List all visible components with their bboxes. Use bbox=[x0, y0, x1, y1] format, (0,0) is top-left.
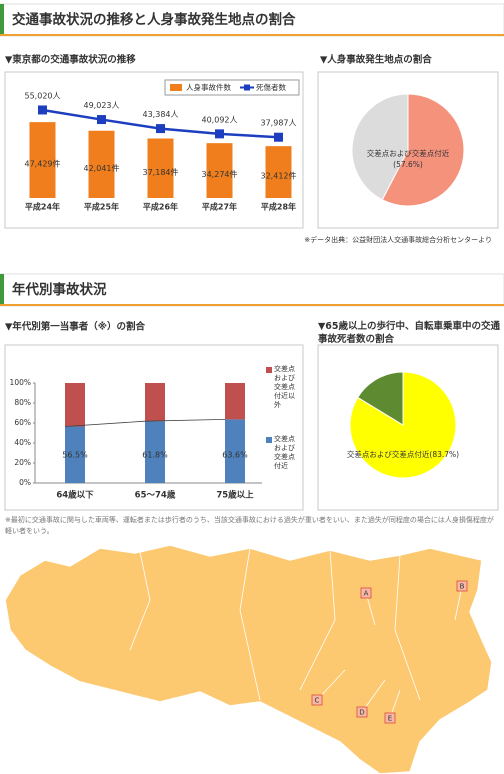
bar-segment bbox=[65, 383, 85, 427]
line-marker bbox=[38, 105, 47, 115]
map-marker bbox=[356, 706, 368, 718]
value-label: 37,184件 bbox=[143, 167, 179, 177]
value-label: 47,429件 bbox=[25, 159, 61, 169]
bar bbox=[88, 130, 115, 198]
y-tick-label: 80% bbox=[14, 398, 31, 407]
value-label: (57.6%) bbox=[393, 160, 423, 169]
source-note: ※データ出典：公益財団法人交通事故総合分析センターより bbox=[304, 235, 492, 244]
bar-segment bbox=[225, 419, 245, 483]
header-underline bbox=[0, 34, 504, 36]
bar bbox=[265, 146, 292, 198]
value-label: 32,412件 bbox=[261, 171, 297, 181]
marker-label: C bbox=[315, 697, 320, 705]
legend-swatch bbox=[266, 367, 272, 373]
marker-label: D bbox=[359, 709, 364, 717]
map-marker bbox=[384, 712, 396, 724]
legend-box bbox=[164, 79, 300, 96]
x-tick-label: 75歳以上 bbox=[216, 490, 254, 501]
line-marker bbox=[156, 124, 165, 134]
bar bbox=[206, 143, 233, 198]
section-title: 年代別事故状況 bbox=[12, 281, 107, 298]
y-tick-label: 60% bbox=[14, 418, 31, 427]
bar-segment bbox=[225, 383, 245, 420]
x-tick-label: 平成24年 bbox=[25, 202, 60, 212]
legend-label: 人身事故件数 bbox=[186, 82, 231, 92]
chart-title: ▼65歳以上の歩行中、自転車乗車中の交通事故死者数の割合 bbox=[318, 321, 501, 345]
header-title: 交通事故状況の推移と人身事故発生地点の割合 bbox=[12, 11, 296, 28]
x-tick-label: 平成27年 bbox=[202, 202, 237, 212]
category: 交差点および交差点付近 bbox=[347, 449, 430, 459]
value-label: 42,041件 bbox=[84, 163, 120, 173]
header-box bbox=[0, 273, 504, 307]
map-marker bbox=[360, 587, 372, 599]
legend-label: 交差点および交差点付近以外 bbox=[274, 365, 295, 409]
value-label: 34,274件 bbox=[202, 169, 238, 179]
legend-label: 交差点および交差点付近 bbox=[274, 435, 295, 470]
marker-label: B bbox=[460, 583, 465, 591]
bar-segment bbox=[145, 383, 165, 422]
footnote: ※最初に交通事故に関与した車両等、運転者または歩行者のうち、当該交通事故における… bbox=[5, 516, 494, 535]
marker-label: A bbox=[364, 590, 369, 598]
x-tick-label: 平成26年 bbox=[143, 202, 178, 212]
value-label: 63.6% bbox=[222, 451, 248, 460]
chart-title: ▼東京都の交通事故状況の推移 bbox=[5, 54, 136, 66]
value-label: 61.8% bbox=[142, 451, 168, 460]
pie-slice bbox=[349, 371, 457, 479]
line-marker bbox=[97, 115, 106, 125]
value-label: 55,020人 bbox=[25, 91, 61, 100]
legend-label: 死傷者数 bbox=[256, 82, 286, 92]
map-boundary bbox=[129, 547, 421, 701]
legend-swatch bbox=[170, 84, 182, 91]
marker-leader bbox=[454, 585, 463, 621]
value-label: 40,092人 bbox=[202, 115, 238, 124]
x-tick-label: 平成25年 bbox=[84, 202, 119, 212]
bar-segment bbox=[65, 426, 85, 483]
value-label: 43,384人 bbox=[143, 110, 179, 119]
y-tick-label: 100% bbox=[10, 378, 31, 387]
map-marker bbox=[311, 694, 323, 706]
value-label: 49,023人 bbox=[84, 101, 120, 110]
bar-segment bbox=[145, 421, 165, 483]
bar bbox=[147, 138, 174, 198]
slice-label: 交差点および交差点付近(83.7%) bbox=[347, 449, 459, 459]
series-line bbox=[64, 419, 226, 427]
header-accent bbox=[0, 4, 4, 36]
header-accent bbox=[0, 274, 4, 306]
slice-label: 交差点および交差点付近 bbox=[367, 148, 450, 158]
header-underline bbox=[0, 304, 504, 306]
value-label: (83.7%) bbox=[429, 450, 459, 459]
line-marker bbox=[274, 132, 283, 142]
bar bbox=[29, 122, 56, 198]
marker-label: E bbox=[388, 715, 392, 723]
header-box bbox=[0, 3, 504, 37]
legend-swatch bbox=[266, 437, 272, 443]
y-tick-label: 0% bbox=[19, 478, 31, 487]
pie-slice bbox=[351, 93, 409, 201]
y-tick-label: 20% bbox=[14, 458, 31, 467]
x-tick-label: 平成28年 bbox=[261, 202, 296, 212]
map-marker bbox=[456, 580, 468, 592]
chart-title: ▼人身事故発生地点の割合 bbox=[320, 54, 432, 66]
x-tick-label: 64歳以下 bbox=[56, 490, 94, 501]
y-tick-label: 40% bbox=[14, 438, 31, 447]
value-label: 56.5% bbox=[62, 451, 88, 460]
value-label: 37,987人 bbox=[261, 119, 297, 128]
legend-swatch bbox=[244, 84, 250, 91]
line-marker bbox=[215, 129, 224, 139]
map-area bbox=[4, 544, 493, 774]
pie-slice bbox=[357, 371, 404, 426]
x-tick-label: 65〜74歳 bbox=[135, 490, 176, 501]
pie-slice bbox=[381, 93, 465, 207]
chart-title: ▼年代別第一当事者（※）の割合 bbox=[5, 321, 146, 333]
